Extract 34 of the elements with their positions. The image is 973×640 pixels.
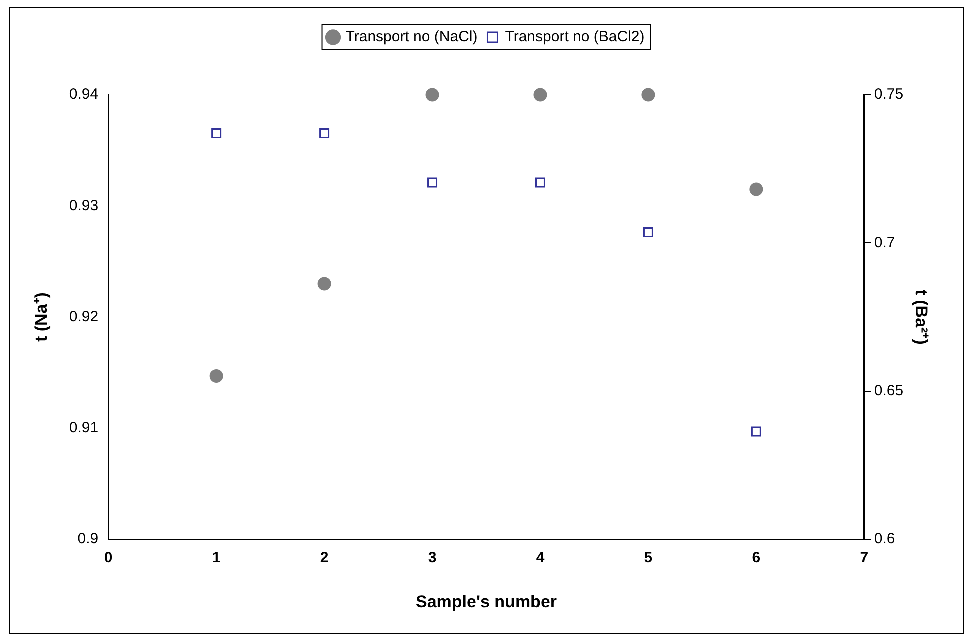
point [212, 128, 222, 139]
x-tick-label: 1 [212, 550, 221, 567]
y2-axis-title: t (Ba²⁺) [912, 290, 932, 345]
y-tick-label: 0.92 [69, 308, 99, 326]
point [643, 228, 654, 238]
point [642, 88, 656, 102]
point [318, 277, 332, 291]
legend-label: Transport no (BaCl2) [505, 28, 645, 46]
y-tick-label: 0.94 [69, 86, 99, 104]
x-tick-label: 5 [644, 550, 653, 567]
point [751, 426, 762, 437]
x-tick-label: 3 [428, 550, 437, 567]
y2-tick-label: 0.65 [874, 382, 904, 400]
y-axis-title: t (Na⁺) [32, 292, 51, 342]
x-tick-label: 7 [860, 550, 869, 567]
point [534, 88, 548, 102]
point [426, 88, 440, 102]
x-tick-label: 4 [536, 550, 546, 567]
y-tick-label: 0.9 [78, 530, 99, 548]
x-tick-label: 6 [752, 550, 761, 567]
y2-tick-label: 0.75 [874, 86, 904, 104]
y-tick-label: 0.93 [69, 197, 99, 214]
x-tick-label: 0 [104, 550, 113, 567]
y2-tick-label: 0.7 [874, 234, 896, 252]
y2-tick-label: 0.6 [874, 530, 896, 548]
point [428, 178, 438, 188]
point [210, 369, 224, 383]
x-tick-label: 2 [320, 550, 329, 567]
point [320, 128, 330, 139]
x-axis-title: Sample's number [416, 592, 558, 612]
point [750, 182, 764, 196]
y-tick-label: 0.91 [69, 420, 99, 437]
point [535, 178, 546, 188]
legend-label: Transport no (NaCl) [346, 28, 478, 46]
